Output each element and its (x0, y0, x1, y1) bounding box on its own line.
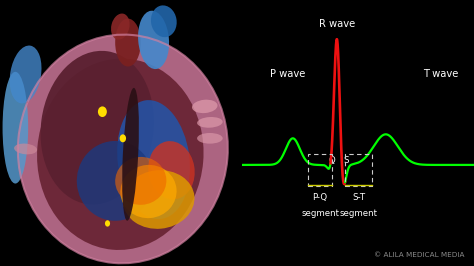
Text: S-T: S-T (352, 193, 365, 202)
Ellipse shape (197, 117, 223, 128)
Ellipse shape (105, 220, 110, 227)
Text: segment: segment (301, 209, 339, 218)
Ellipse shape (148, 141, 195, 199)
Ellipse shape (41, 51, 154, 205)
Ellipse shape (122, 88, 139, 221)
Ellipse shape (119, 134, 126, 142)
Text: S: S (343, 156, 348, 165)
Text: segment: segment (339, 209, 377, 218)
Ellipse shape (98, 106, 107, 117)
Ellipse shape (120, 165, 177, 218)
Ellipse shape (115, 19, 141, 66)
Text: P wave: P wave (270, 69, 305, 79)
Ellipse shape (117, 100, 190, 219)
Text: P-Q: P-Q (312, 193, 328, 202)
Ellipse shape (77, 141, 154, 221)
Ellipse shape (9, 45, 42, 103)
Ellipse shape (151, 5, 177, 37)
Ellipse shape (123, 170, 194, 229)
Text: T wave: T wave (423, 69, 458, 79)
Ellipse shape (192, 100, 218, 113)
Text: R wave: R wave (319, 19, 355, 29)
Ellipse shape (197, 133, 223, 144)
Ellipse shape (37, 59, 203, 250)
Ellipse shape (18, 35, 228, 263)
Ellipse shape (14, 144, 37, 154)
Text: © ALILA MEDICAL MEDIA: © ALILA MEDICAL MEDIA (374, 252, 465, 258)
Text: Q: Q (328, 156, 335, 165)
Ellipse shape (138, 11, 169, 69)
Ellipse shape (2, 72, 28, 184)
Ellipse shape (111, 14, 129, 40)
Ellipse shape (115, 157, 166, 205)
